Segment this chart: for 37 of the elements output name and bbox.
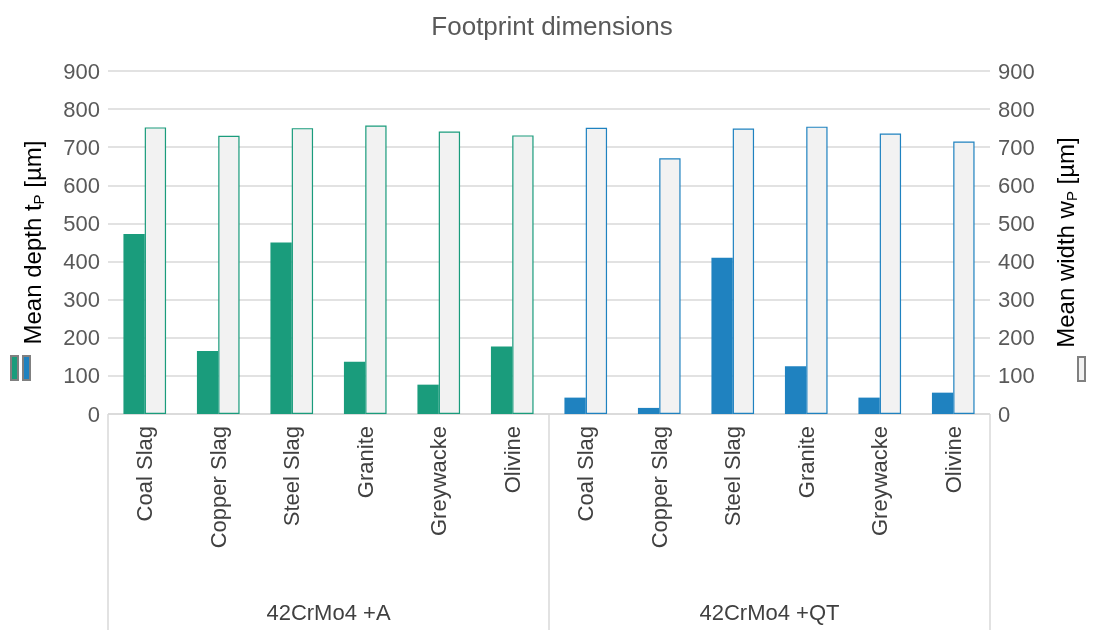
y-tick-label: 400 <box>63 249 100 275</box>
y2-tick-label: 900 <box>998 58 1035 84</box>
x-tick-label: Coal Slag <box>573 426 599 522</box>
x-tick-label: Steel Slag <box>720 426 746 527</box>
x-tick-label: Granite <box>793 426 819 499</box>
text: 42CrMo4 +QT <box>699 599 840 625</box>
x-tick-label: Copper Slag <box>205 426 231 549</box>
y2-axis-title: Mean width wP [µm] <box>1052 137 1080 348</box>
x-tick-label: Coal Slag <box>132 426 158 522</box>
y-tick-label: 100 <box>63 363 100 389</box>
y2-tick-label: 400 <box>998 249 1035 275</box>
y2-tick-label: 0 <box>998 401 1011 427</box>
y-tick-label: 300 <box>63 287 100 313</box>
y2-tick-label: 700 <box>998 134 1035 160</box>
x-tick-label: Greywacke <box>867 426 893 537</box>
y2-tick-label: 200 <box>998 325 1035 351</box>
y-tick-label: 500 <box>63 210 100 236</box>
y-tick-label: 600 <box>63 172 100 198</box>
y2-tick-label: 600 <box>998 172 1035 198</box>
x-tick-label: Greywacke <box>426 426 452 537</box>
y-tick-label: 200 <box>63 325 100 351</box>
y2-tick-label: 300 <box>998 287 1035 313</box>
y2-tick-label: 800 <box>998 96 1035 122</box>
text: 42CrMo4 +A <box>266 599 391 625</box>
x-tick-label: Steel Slag <box>279 426 305 527</box>
y-axis-title: Mean depth tP [µm] <box>19 140 47 345</box>
x-tick-label: Granite <box>352 426 378 499</box>
y-tick-label: 700 <box>63 134 100 160</box>
chart-title: Footprint dimensions <box>431 11 673 41</box>
x-tick-label: Olivine <box>940 426 966 494</box>
y-tick-label: 800 <box>63 96 100 122</box>
x-tick-label: Olivine <box>499 426 525 494</box>
y-tick-label: 0 <box>87 401 100 427</box>
y2-tick-label: 100 <box>998 363 1035 389</box>
y2-tick-label: 500 <box>998 210 1035 236</box>
x-tick-label: Copper Slag <box>646 426 672 549</box>
y-tick-label: 900 <box>63 58 100 84</box>
